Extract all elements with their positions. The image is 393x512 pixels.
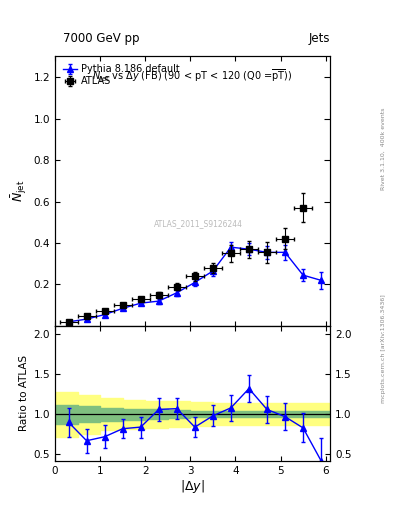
Text: Rivet 3.1.10,  400k events: Rivet 3.1.10, 400k events <box>381 107 386 190</box>
Y-axis label: $\bar{N}_{\rm jet}$: $\bar{N}_{\rm jet}$ <box>10 180 29 202</box>
X-axis label: $|\Delta y|$: $|\Delta y|$ <box>180 478 205 496</box>
Y-axis label: Ratio to ATLAS: Ratio to ATLAS <box>19 355 29 432</box>
Text: Jets: Jets <box>309 32 330 45</box>
Text: 7000 GeV pp: 7000 GeV pp <box>63 32 140 45</box>
Text: $N_{\rm jet}$ vs $\Delta y$ (FB) (90 < pT < 120 (Q0 =$\overline{\rm pT}$)): $N_{\rm jet}$ vs $\Delta y$ (FB) (90 < p… <box>92 67 293 84</box>
Legend: Pythia 8.186 default, ATLAS: Pythia 8.186 default, ATLAS <box>60 61 183 89</box>
Text: mcplots.cern.ch [arXiv:1306.3436]: mcplots.cern.ch [arXiv:1306.3436] <box>381 294 386 402</box>
Text: ATLAS_2011_S9126244: ATLAS_2011_S9126244 <box>154 219 242 228</box>
